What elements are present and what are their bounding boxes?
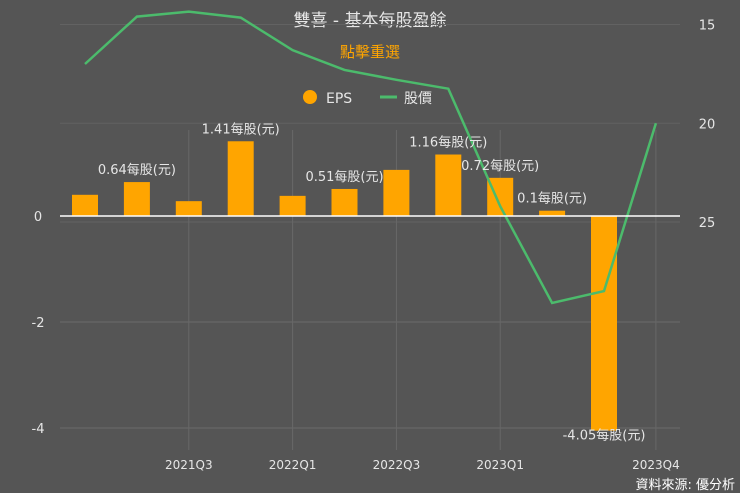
price-line bbox=[84, 10, 658, 305]
eps-bar bbox=[383, 169, 410, 216]
eps-bar bbox=[591, 216, 617, 431]
x-tick-label: 2021Q3 bbox=[165, 458, 213, 472]
x-tick-label: 2022Q1 bbox=[269, 458, 317, 472]
eps-bar bbox=[123, 182, 150, 216]
chart-title: 雙喜 - 基本每股盈餘 bbox=[294, 11, 447, 31]
reset-selection-link[interactable]: 點擊重選 bbox=[340, 43, 400, 61]
eps-data-label: 0.1每股(元) bbox=[517, 191, 587, 207]
eps-bar bbox=[72, 194, 98, 216]
eps-data-label: -4.05每股(元) bbox=[563, 428, 646, 444]
x-tick-label: 2023Q1 bbox=[476, 458, 524, 472]
source-credit: 資料來源: 優分析 bbox=[635, 478, 735, 493]
eps-data-label: 0.51每股(元) bbox=[305, 169, 383, 185]
legend-eps-label[interactable]: EPS bbox=[326, 91, 352, 107]
y-right-tick-label: 25 bbox=[699, 216, 716, 231]
eps-data-label: 1.41每股(元) bbox=[202, 121, 280, 137]
legend-eps-marker bbox=[303, 90, 317, 104]
eps-bar bbox=[435, 154, 462, 216]
x-tick-label: 2022Q3 bbox=[373, 458, 421, 472]
y-right-tick-label: 15 bbox=[699, 19, 716, 34]
eps-data-label: 1.16每股(元) bbox=[409, 135, 487, 151]
y-left-tick-label: 0 bbox=[34, 210, 42, 225]
eps-bar bbox=[227, 141, 254, 216]
eps-bar bbox=[539, 210, 566, 216]
eps-bar bbox=[279, 195, 306, 216]
x-tick-label: 2023Q4 bbox=[632, 458, 680, 472]
y-left-tick-label: -2 bbox=[32, 316, 45, 331]
y-left-tick-label: -4 bbox=[32, 422, 45, 437]
legend[interactable]: EPS 股價 bbox=[303, 90, 432, 107]
eps-bar bbox=[175, 201, 202, 216]
eps-data-label: 0.64每股(元) bbox=[98, 162, 176, 178]
eps-bar bbox=[331, 188, 358, 216]
legend-price-label[interactable]: 股價 bbox=[404, 90, 432, 107]
y-right-tick-label: 20 bbox=[699, 117, 716, 132]
eps-data-label: 0.72每股(元) bbox=[461, 158, 539, 174]
